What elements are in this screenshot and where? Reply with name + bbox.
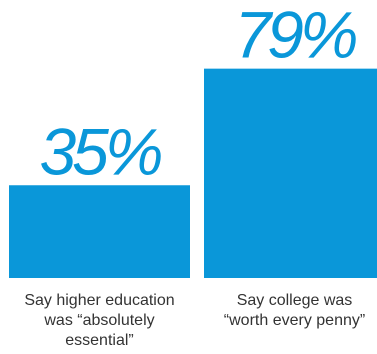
category-label-1-line-3: essential”: [65, 332, 133, 349]
category-label-1-line-1: Say higher education: [24, 292, 174, 309]
category-label-2-line-1: Say college was: [237, 292, 353, 309]
value-label-2: 79%: [234, 0, 355, 72]
category-label-2-line-2: “worth every penny”: [224, 312, 365, 329]
bar-1: [9, 185, 190, 278]
category-label-1-line-2: was “absolutely: [43, 312, 154, 329]
value-label-1: 35%: [39, 114, 160, 188]
bar-2: [204, 68, 377, 279]
